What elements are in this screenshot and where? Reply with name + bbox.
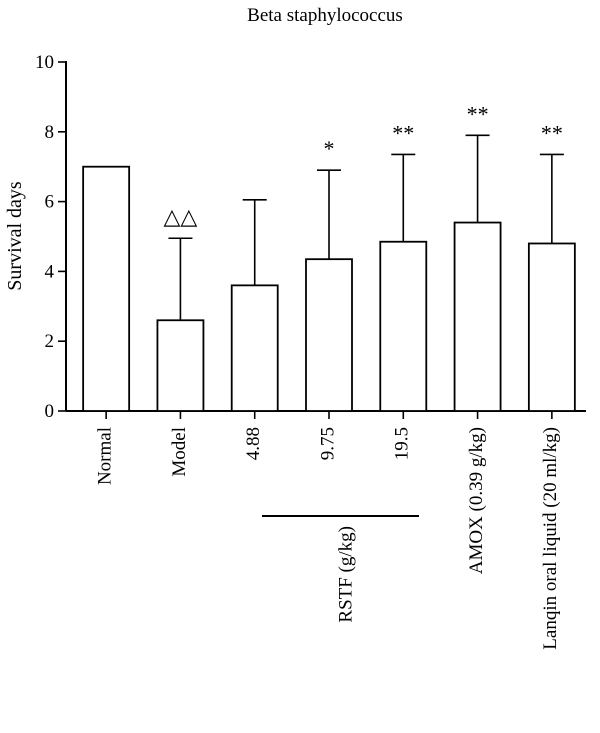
y-tick-label: 2 <box>45 331 55 352</box>
y-tick-label: 10 <box>35 52 54 73</box>
chart-title: Beta staphylococcus <box>247 5 403 26</box>
bars <box>82 165 576 412</box>
rstf-group-label: RSTF (g/kg) <box>335 526 356 623</box>
y-tick-label: 4 <box>45 261 55 282</box>
y-tick-label: 8 <box>45 122 55 143</box>
significance-marker: ** <box>541 120 563 145</box>
x-tick-label: Normal <box>95 427 116 485</box>
bar <box>305 258 353 412</box>
significance-marker: ** <box>467 101 489 126</box>
y-tick-label: 0 <box>45 401 55 422</box>
x-tick-label: AMOX (0.39 g/kg) <box>466 427 487 574</box>
significance-marker: △△ <box>164 204 198 229</box>
x-tick-label: 4.88 <box>243 427 264 460</box>
y-axis-label: Survival days <box>4 181 26 291</box>
significance-marker: ** <box>392 120 414 145</box>
x-tick-label: Model <box>169 427 190 477</box>
bar <box>379 240 428 412</box>
x-tick-label: 9.75 <box>317 427 338 460</box>
bar <box>230 284 279 412</box>
error-bars <box>168 134 564 321</box>
bar <box>527 242 576 412</box>
bar <box>82 165 131 412</box>
significance-marker: * <box>324 136 335 161</box>
significance-annotations: △△******* <box>164 101 563 229</box>
y-tick-label: 6 <box>45 192 55 213</box>
x-tick-label: Lanqin oral liquid (20 ml/kg) <box>540 427 561 650</box>
bar <box>453 221 502 412</box>
bar <box>156 319 205 412</box>
x-tick-label: 19.5 <box>392 427 413 460</box>
y-ticks: 0 2 4 6 8 10 <box>35 52 66 422</box>
x-tick-labels: Normal Model 4.88 9.75 19.5 AMOX (0.39 g/kg) L… <box>95 411 561 650</box>
